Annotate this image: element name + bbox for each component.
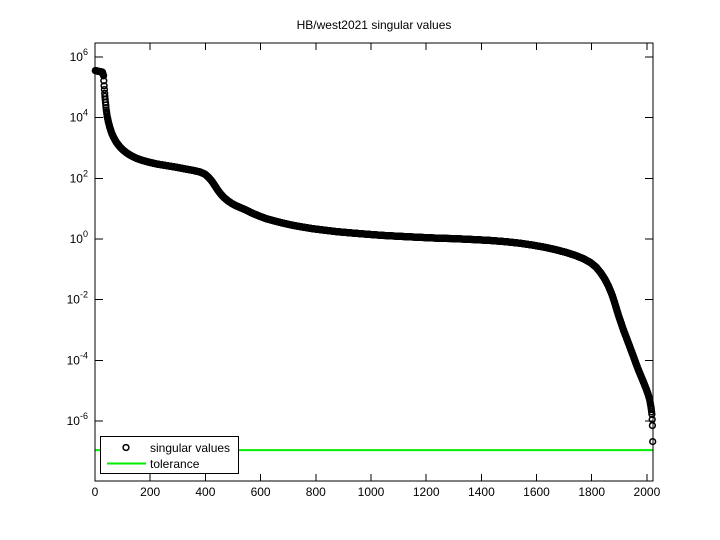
- data-point: [99, 72, 108, 80]
- y-axis: 106 104 102 100 10-2 10-4 10-6: [67, 47, 653, 428]
- axes-box: [94, 42, 654, 482]
- x-tick-label: 1200: [413, 485, 440, 499]
- chart-layer: 0 200 400 600 800 1000 1200 1400 1600 1800 2000 106…: [67, 42, 661, 499]
- y-tick-label: 10-4: [67, 350, 88, 367]
- y-tick-label: 100: [70, 229, 88, 246]
- y-tick-label: 104: [70, 108, 88, 125]
- x-tick-label: 0: [92, 485, 99, 499]
- x-tick-label: 400: [195, 485, 215, 499]
- legend: singular values tolerance: [100, 436, 239, 474]
- x-tick-label: 200: [140, 485, 160, 499]
- data-point: [648, 421, 657, 430]
- legend-label-singular-values: singular values: [150, 441, 230, 455]
- x-tick-label: 2000: [634, 485, 661, 499]
- x-tick-label: 1600: [523, 485, 550, 499]
- x-tick-label: 1000: [358, 485, 385, 499]
- legend-label-tolerance: tolerance: [150, 457, 200, 471]
- x-tick-label: 1800: [578, 485, 605, 499]
- data-point: [100, 77, 108, 85]
- x-axis: 0 200 400 600 800 1000 1200 1400 1600 1800 2000: [92, 43, 661, 499]
- data-point: [100, 82, 108, 90]
- legend-box: [100, 436, 239, 474]
- x-tick-label: 1400: [468, 485, 495, 499]
- x-tick-label: 600: [251, 485, 271, 499]
- chart-title: HB/west2021 singular values: [297, 18, 452, 32]
- data-point: [100, 85, 109, 94]
- y-tick-label: 106: [70, 47, 88, 64]
- x-tick-label: 800: [306, 485, 326, 499]
- y-tick-label: 10-6: [67, 411, 88, 428]
- legend-circle-marker-icon: [122, 443, 130, 452]
- y-tick-label: 102: [70, 168, 88, 185]
- singular-values-series: [91, 66, 657, 446]
- y-tick-label: 10-2: [67, 290, 88, 307]
